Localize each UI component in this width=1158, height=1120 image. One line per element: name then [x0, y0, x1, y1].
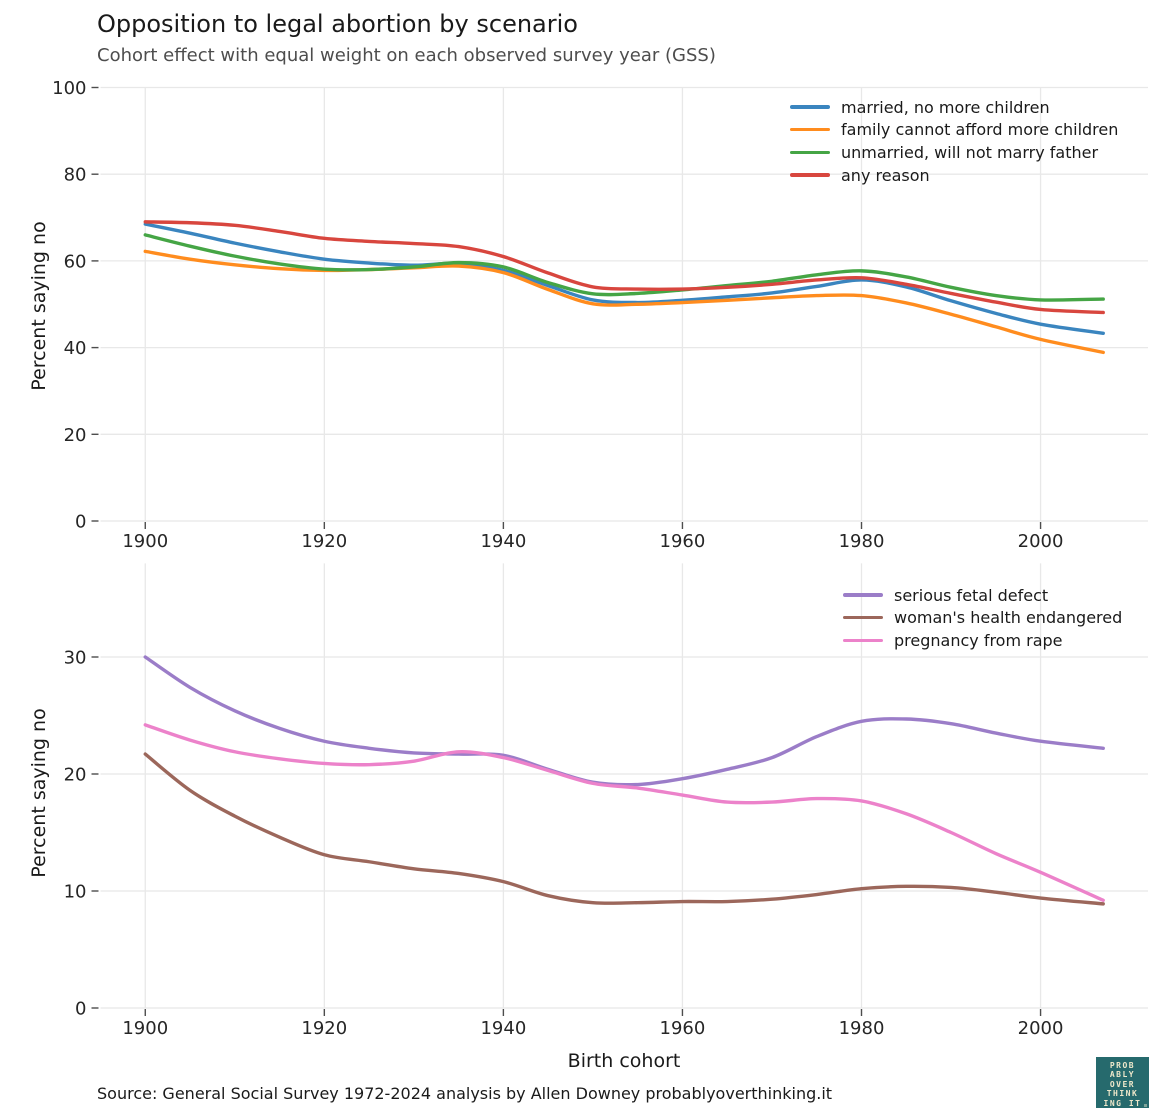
svg-text:1940: 1940 — [480, 1018, 526, 1039]
legend-item: married, no more children — [790, 97, 1118, 117]
legend-label: pregnancy from rape — [894, 630, 1063, 650]
bottom-chart: 1900 1920 1940 1960 1980 2000 0 10 20 30 — [64, 563, 1148, 1039]
svg-text:1920: 1920 — [301, 1018, 347, 1039]
legend-swatch — [790, 105, 830, 109]
legend-label: married, no more children — [841, 97, 1050, 117]
legend-item: unmarried, will not marry father — [790, 142, 1118, 162]
logo-line: PROB — [1109, 1061, 1136, 1070]
svg-text:80: 80 — [64, 165, 87, 186]
svg-text:1980: 1980 — [839, 531, 885, 552]
logo-line: OVER — [1109, 1079, 1136, 1089]
legend-label: serious fetal defect — [894, 585, 1049, 605]
legend-swatch — [790, 150, 830, 155]
logo-line: ING IT — [1103, 1098, 1142, 1108]
legend-top: married, no more children family cannot a… — [790, 97, 1119, 190]
y-axis-label-top: Percent saying no — [28, 221, 50, 391]
legend-swatch — [790, 127, 830, 132]
legend-item: any reason — [790, 165, 1118, 185]
x-axis-label: Birth cohort — [567, 1050, 681, 1072]
svg-text:10: 10 — [64, 882, 87, 903]
legend-bottom: serious fetal defect woman's health endan… — [843, 585, 1123, 655]
svg-text:0: 0 — [75, 512, 86, 533]
legend-swatch — [790, 173, 830, 177]
legend-item: serious fetal defect — [843, 585, 1122, 605]
legend-label: woman's health endangered — [894, 608, 1123, 628]
legend-item: pregnancy from rape — [843, 630, 1122, 650]
svg-text:100: 100 — [52, 78, 86, 99]
svg-text:40: 40 — [64, 338, 87, 359]
svg-text:0: 0 — [75, 999, 86, 1020]
svg-text:1960: 1960 — [660, 1018, 706, 1039]
svg-text:1900: 1900 — [122, 531, 168, 552]
svg-text:1960: 1960 — [660, 531, 706, 552]
legend-swatch — [843, 638, 883, 643]
chart-title: Opposition to legal abortion by scenario — [97, 10, 578, 38]
source-note: Source: General Social Survey 1972-2024 … — [97, 1084, 833, 1103]
svg-text:1980: 1980 — [839, 1018, 885, 1039]
svg-text:2000: 2000 — [1018, 1018, 1064, 1039]
legend-item: woman's health endangered — [843, 608, 1123, 628]
chart-subtitle: Cohort effect with equal weight on each … — [97, 45, 716, 66]
svg-text:1900: 1900 — [122, 1018, 168, 1039]
svg-text:1940: 1940 — [480, 531, 526, 552]
probablyoverthinking-logo: PROB ABLY OVER THINK ING IT — [1096, 1057, 1149, 1108]
svg-text:2000: 2000 — [1018, 531, 1064, 552]
svg-text:60: 60 — [64, 251, 87, 272]
logo-line: THINK — [1106, 1089, 1139, 1099]
svg-text:1920: 1920 — [301, 531, 347, 552]
legend-label: family cannot afford more children — [841, 120, 1119, 140]
top-chart: 1900 1920 1940 1960 1980 2000 0 20 40 60 80 100 — [52, 78, 1148, 552]
legend-item: family cannot afford more children — [790, 120, 1119, 140]
legend-swatch — [843, 593, 883, 597]
legend-label: unmarried, will not marry father — [841, 142, 1099, 162]
logo-registered-mark — [1144, 1104, 1147, 1107]
logo-line: ABLY — [1109, 1070, 1136, 1080]
legend-label: any reason — [841, 165, 930, 185]
y-axis-label-bottom: Percent saying no — [28, 708, 50, 878]
svg-text:30: 30 — [64, 648, 87, 669]
legend-swatch — [843, 615, 883, 620]
svg-text:20: 20 — [64, 765, 87, 786]
svg-text:20: 20 — [64, 425, 87, 446]
